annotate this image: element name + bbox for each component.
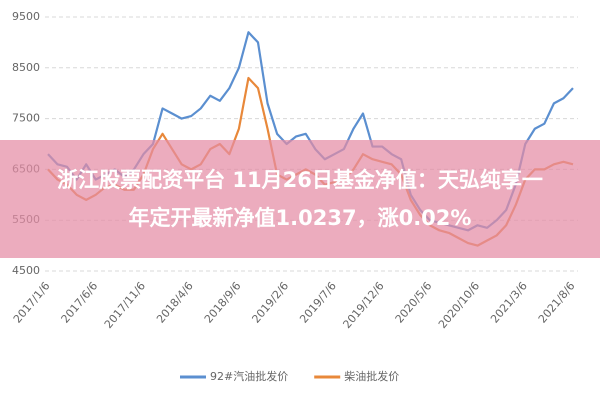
overlay-text: 年定开最新净值1.0237，涨0.02%	[129, 206, 472, 230]
x-tick-label: 2017/1/6	[11, 280, 53, 326]
x-tick-label: 2019/2/6	[250, 280, 292, 326]
legend-label: 92#汽油批发价	[210, 369, 288, 383]
x-tick-label: 2018/4/6	[154, 280, 196, 326]
y-tick-label: 8500	[12, 61, 40, 74]
y-tick-label: 4500	[12, 264, 40, 277]
x-tick-label: 2021/8/6	[536, 280, 578, 326]
y-tick-label: 7500	[12, 112, 40, 125]
x-tick-label: 2019/12/6	[340, 280, 386, 332]
x-tick-label: 2017/11/6	[102, 280, 148, 332]
overlay-text: 浙江股票配资平台 11月26日基金净值：天弘纯享一	[57, 168, 543, 192]
y-tick-label: 9500	[12, 10, 40, 23]
overlay-banner	[0, 140, 600, 258]
x-tick-label: 2019/7/6	[297, 280, 339, 326]
x-tick-label: 2017/6/6	[59, 280, 101, 326]
x-tick-label: 2021/3/6	[488, 280, 530, 326]
x-tick-label: 2020/5/6	[393, 280, 435, 326]
x-tick-label: 2018/9/6	[202, 280, 244, 326]
x-tick-label: 2020/10/6	[436, 280, 482, 332]
legend-label: 柴油批发价	[344, 369, 399, 383]
